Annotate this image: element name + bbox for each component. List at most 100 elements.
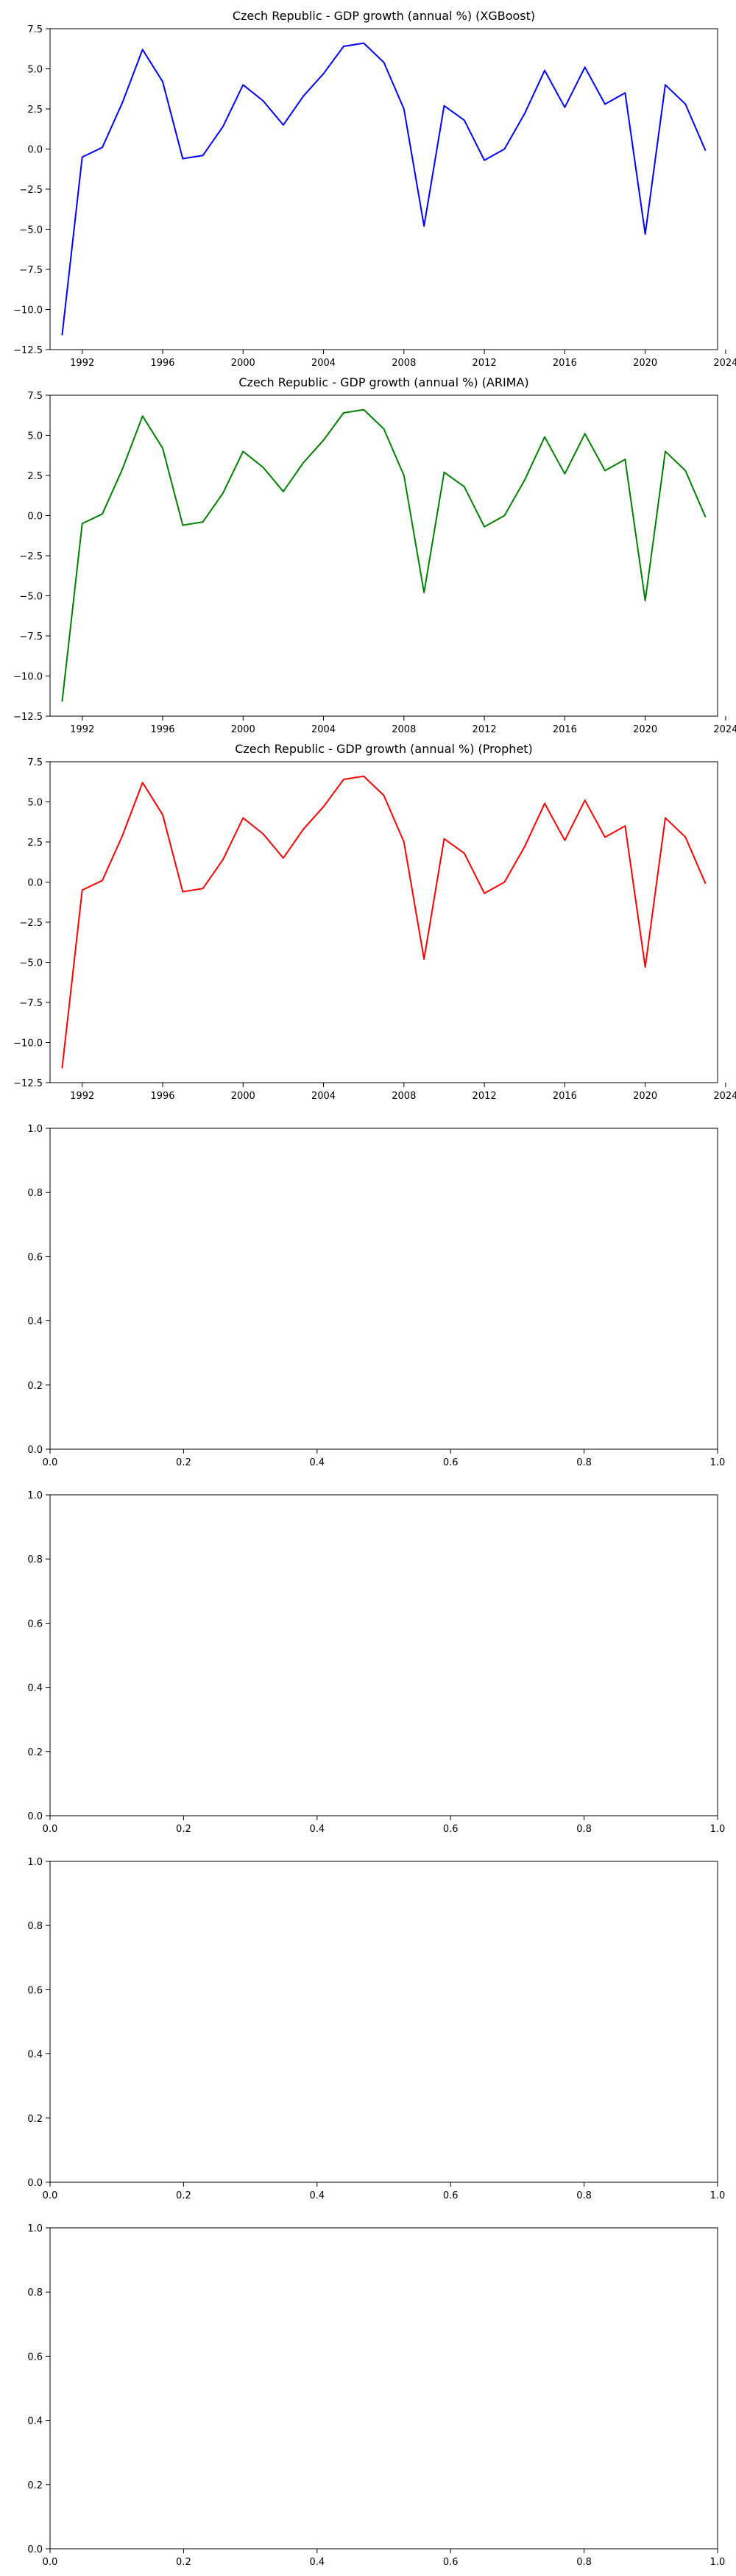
y-tick-label: 1.0 <box>27 1124 43 1135</box>
y-tick-label: 0.8 <box>27 1554 43 1565</box>
y-tick-label: 0.0 <box>27 2178 43 2189</box>
y-tick-label: −2.5 <box>19 918 43 929</box>
x-tick-label: 2000 <box>231 1091 255 1102</box>
y-tick-label: −2.5 <box>19 185 43 196</box>
y-tick-label: 0.4 <box>27 2416 43 2427</box>
x-tick-label: 0.8 <box>576 1824 592 1835</box>
x-tick-label: 2012 <box>473 358 497 369</box>
x-tick-label: 2020 <box>633 724 657 735</box>
x-tick-label: 2012 <box>473 1091 497 1102</box>
x-tick-label: 1.0 <box>710 1457 726 1468</box>
chart-panel-1: Czech Republic - GDP growth (annual %) (… <box>13 9 736 369</box>
y-tick-label: 0.4 <box>27 1683 43 1694</box>
y-tick-label: 5.0 <box>27 798 43 809</box>
y-tick-label: 0.2 <box>27 2114 43 2125</box>
axes-frame <box>49 761 718 1083</box>
y-tick-label: −7.5 <box>19 265 43 276</box>
y-tick-label: 0.0 <box>27 2544 43 2555</box>
axes-frame <box>49 28 718 350</box>
x-tick-label: 2024 <box>713 1091 736 1102</box>
series-line <box>61 42 707 336</box>
y-tick-label: 0.2 <box>27 1381 43 1392</box>
x-tick-label: 0.4 <box>309 1824 325 1835</box>
y-tick-label: 0.0 <box>27 512 43 523</box>
x-tick-label: 2024 <box>713 724 736 735</box>
axes-frame <box>49 1861 718 2183</box>
x-tick-label: 1996 <box>150 724 174 735</box>
x-tick-label: 2024 <box>713 358 736 369</box>
x-tick-label: 1.0 <box>710 2190 726 2201</box>
x-tick-label: 0.8 <box>576 2190 592 2201</box>
x-tick-label: 1992 <box>70 724 94 735</box>
y-tick-label: 1.0 <box>27 1490 43 1501</box>
chart-panel-3: Czech Republic - GDP growth (annual %) (… <box>13 742 736 1102</box>
x-tick-label: 0.6 <box>443 2190 459 2201</box>
x-tick-label: 2012 <box>473 724 497 735</box>
y-tick-label: −7.5 <box>19 631 43 643</box>
y-tick-label: 0.0 <box>27 145 43 156</box>
y-tick-label: 1.0 <box>27 2223 43 2234</box>
x-tick-label: 2016 <box>553 358 577 369</box>
x-tick-label: 2004 <box>311 358 336 369</box>
x-tick-label: 2004 <box>311 724 336 735</box>
y-tick-label: 7.5 <box>27 391 43 402</box>
y-tick-label: −7.5 <box>19 998 43 1009</box>
y-tick-label: 0.2 <box>27 1747 43 1758</box>
series-line <box>61 775 707 1069</box>
chart-panel-5: 0.0 0.2 0.4 0.6 0.8 1.0 0.0 0.2 0.4 0.6 0.8 1.0 <box>27 1490 725 1835</box>
y-tick-label: 2.5 <box>27 838 43 849</box>
chart-title: Czech Republic - GDP growth (annual %) (… <box>233 9 535 23</box>
x-tick-label: 2000 <box>231 358 255 369</box>
y-tick-label: 0.4 <box>27 2050 43 2061</box>
axes-frame <box>49 2227 718 2550</box>
x-tick-label: 1.0 <box>710 1824 726 1835</box>
x-tick-label: 0.2 <box>176 2557 191 2568</box>
y-tick-label: −2.5 <box>19 551 43 562</box>
x-tick-label: 0.0 <box>43 1457 58 1468</box>
axes-frame <box>49 1128 718 1450</box>
y-tick-label: 0.6 <box>27 1618 43 1630</box>
y-tick-label: −12.5 <box>13 345 43 356</box>
x-tick-label: 0.4 <box>309 2557 325 2568</box>
y-tick-label: −12.5 <box>13 712 43 723</box>
x-tick-label: 1996 <box>150 358 174 369</box>
y-tick-label: −10.0 <box>13 1038 43 1050</box>
y-tick-label: 0.4 <box>27 1317 43 1328</box>
y-tick-label: 2.5 <box>27 105 43 116</box>
y-tick-label: 0.8 <box>27 1921 43 1932</box>
x-tick-label: 2016 <box>553 724 577 735</box>
series-line <box>61 408 707 702</box>
chart-panel-7: 0.0 0.2 0.4 0.6 0.8 1.0 0.0 0.2 0.4 0.6 0.8 1.0 <box>27 2223 725 2568</box>
chart-title: Czech Republic - GDP growth (annual %) (… <box>238 375 528 389</box>
x-tick-label: 2008 <box>392 1091 416 1102</box>
y-tick-label: 0.6 <box>27 1252 43 1263</box>
y-tick-label: 0.8 <box>27 2287 43 2299</box>
y-tick-label: −5.0 <box>19 958 43 969</box>
y-tick-label: 0.2 <box>27 2480 43 2491</box>
x-tick-label: 2004 <box>311 1091 336 1102</box>
y-tick-label: 0.8 <box>27 1188 43 1199</box>
x-tick-label: 0.2 <box>176 1457 191 1468</box>
x-tick-label: 1996 <box>150 1091 174 1102</box>
axes-frame <box>49 394 718 717</box>
x-tick-label: 2008 <box>392 724 416 735</box>
x-tick-label: 0.2 <box>176 2190 191 2201</box>
x-tick-label: 2016 <box>553 1091 577 1102</box>
y-tick-label: 0.6 <box>27 2352 43 2363</box>
x-tick-label: 2008 <box>392 358 416 369</box>
y-tick-label: −5.0 <box>19 592 43 603</box>
y-tick-label: 2.5 <box>27 471 43 482</box>
chart-title: Czech Republic - GDP growth (annual %) (… <box>235 742 533 756</box>
y-tick-label: −5.0 <box>19 225 43 236</box>
x-tick-label: 0.4 <box>309 2190 325 2201</box>
y-tick-label: −12.5 <box>13 1078 43 1089</box>
x-tick-label: 0.6 <box>443 1457 459 1468</box>
x-tick-label: 1992 <box>70 1091 94 1102</box>
y-tick-label: 0.0 <box>27 1445 43 1456</box>
x-tick-label: 0.0 <box>43 2190 58 2201</box>
x-tick-label: 0.8 <box>576 1457 592 1468</box>
chart-panel-4: 0.0 0.2 0.4 0.6 0.8 1.0 0.0 0.2 0.4 0.6 0.8 1.0 <box>27 1124 725 1468</box>
y-tick-label: 7.5 <box>27 24 43 35</box>
